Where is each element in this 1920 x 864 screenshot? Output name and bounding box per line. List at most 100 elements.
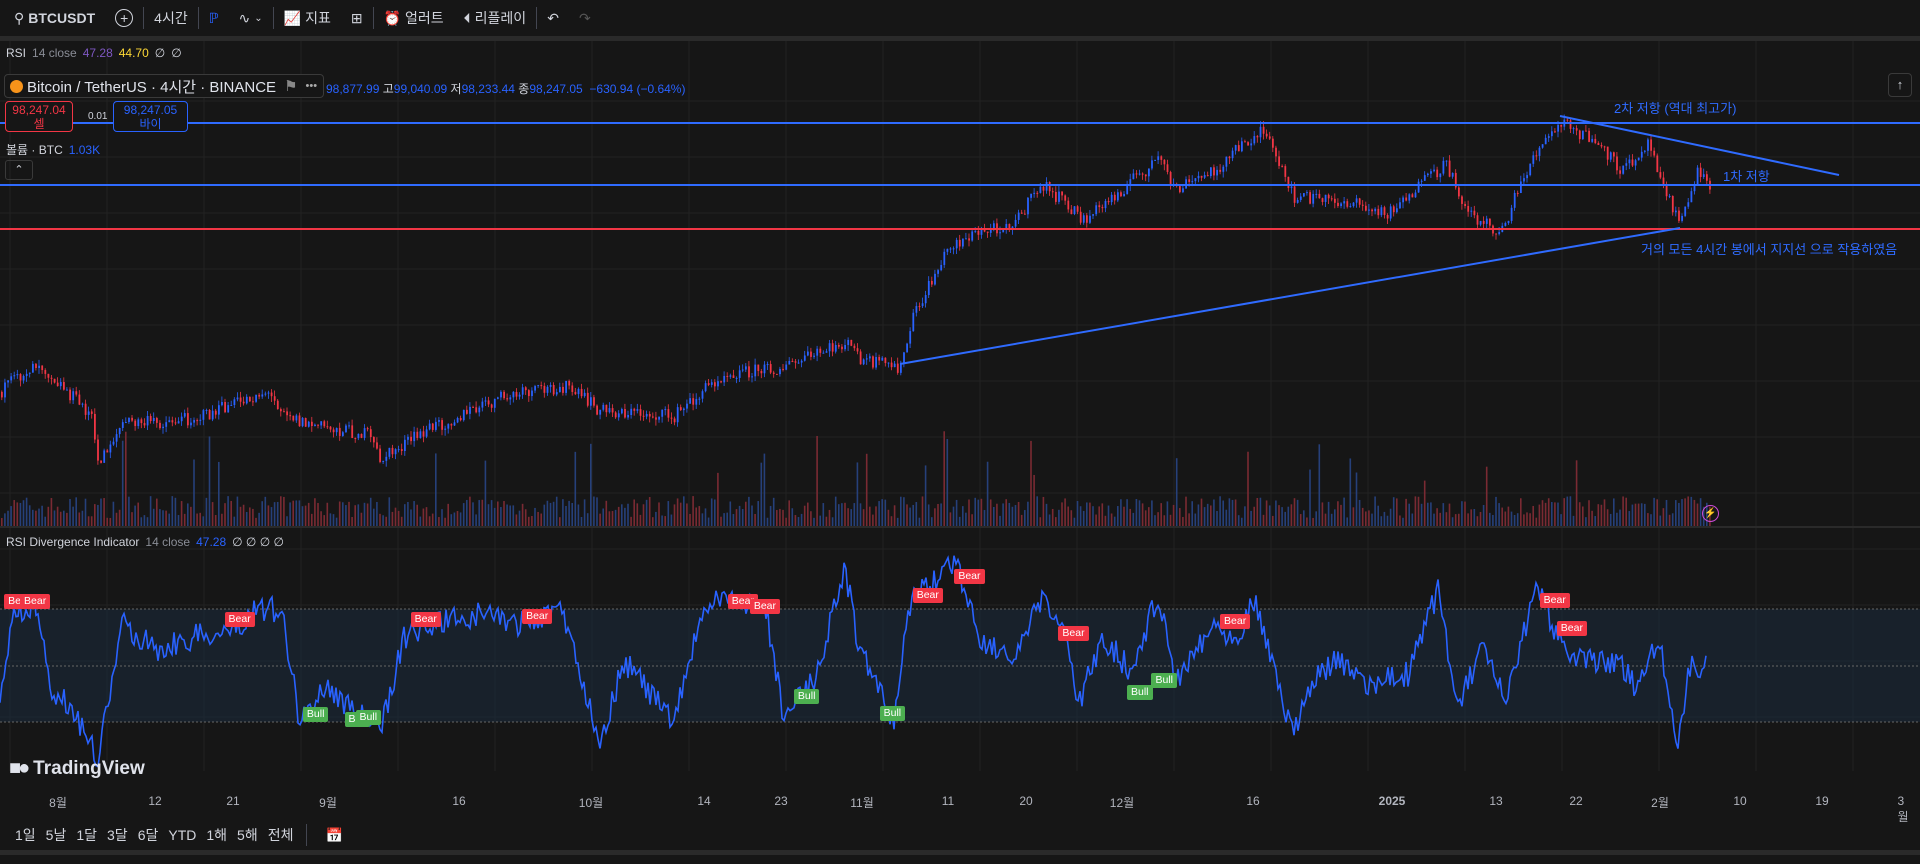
- volume-bar: [865, 453, 868, 526]
- more-icon[interactable]: •••: [305, 80, 318, 92]
- candle-body: [1228, 156, 1231, 159]
- candle-body: [289, 415, 292, 417]
- candle-body: [1392, 206, 1395, 213]
- interval-button[interactable]: 4시간: [154, 10, 188, 26]
- volume-bar: [689, 513, 691, 526]
- buy-button[interactable]: 98,247.05 바이: [113, 101, 188, 132]
- candle-body: [1318, 193, 1321, 199]
- candle-body: [90, 411, 93, 414]
- volume-bar: [1306, 517, 1308, 526]
- candle-body: [1706, 174, 1708, 181]
- indicators-button[interactable]: 📈 지표: [283, 9, 331, 27]
- range-1y[interactable]: 1해: [206, 827, 228, 843]
- candle-body: [1303, 193, 1305, 197]
- volume-bar: [1420, 503, 1423, 526]
- volume-bar: [1504, 511, 1507, 526]
- candle-body: [1417, 181, 1420, 193]
- volume-bar: [1368, 510, 1370, 526]
- volume-bar: [670, 514, 673, 526]
- sell-button[interactable]: 98,247.04 셀: [5, 101, 73, 132]
- candle-body: [1163, 159, 1166, 165]
- range-5d[interactable]: 5날: [45, 827, 67, 843]
- volume-bar: [1268, 505, 1271, 526]
- volume-bar: [1318, 444, 1321, 526]
- range-all[interactable]: 전체: [267, 827, 294, 843]
- undo-icon: ↶: [547, 9, 559, 26]
- candle-body: [1287, 176, 1290, 189]
- volume-bar: [1234, 499, 1237, 526]
- candle-body: [865, 358, 868, 360]
- volume-bar: [1544, 502, 1547, 526]
- volume-bar: [1647, 513, 1649, 526]
- volume-bar: [1113, 516, 1116, 526]
- candle-body: [707, 383, 710, 385]
- candle-body: [1613, 152, 1615, 157]
- range-5y[interactable]: 5해: [237, 827, 258, 843]
- volume-bar: [565, 505, 567, 526]
- candle-body: [986, 231, 989, 233]
- volume-bar: [1343, 497, 1345, 526]
- redo-button[interactable]: ↷: [569, 0, 601, 36]
- volume-bar: [617, 506, 620, 526]
- time-axis-label: 9월: [319, 796, 337, 810]
- goto-date-button[interactable]: 📅: [315, 827, 352, 844]
- scroll-top-button[interactable]: ↑: [1888, 73, 1912, 97]
- candle-body: [943, 251, 946, 265]
- volume-bar: [1138, 500, 1141, 526]
- alert-button[interactable]: ⏰ 얼러트: [383, 9, 444, 27]
- volume-bar: [986, 461, 989, 526]
- candle-body: [1538, 147, 1541, 156]
- collapse-button[interactable]: ⌃: [5, 160, 33, 180]
- candle-body: [673, 418, 676, 423]
- candle-body: [388, 447, 391, 457]
- candle-body: [1337, 202, 1339, 207]
- symbol-search-button[interactable]: ⚲ BTCUSDT: [14, 9, 96, 27]
- volume-bar: [528, 516, 530, 526]
- candle-body: [562, 386, 564, 393]
- candle-body: [989, 229, 992, 233]
- replay-button[interactable]: ⏴ 리플레이: [463, 9, 527, 27]
- symbol-legend[interactable]: Bitcoin / TetherUS · 4시간 · BINANCE ⚑ •••: [4, 74, 325, 98]
- volume-bar: [481, 499, 484, 526]
- candle-body: [676, 407, 679, 423]
- flag-icon[interactable]: ⚑: [284, 78, 298, 95]
- volume-bar: [385, 516, 387, 526]
- tradingview-logo[interactable]: ■● TradingView: [9, 757, 145, 779]
- volume-bar: [605, 500, 608, 526]
- range-6m[interactable]: 6달: [137, 827, 159, 843]
- volume-bar: [918, 517, 921, 526]
- volume-bar: [909, 507, 911, 526]
- candle-body: [624, 409, 626, 418]
- candle-body: [1076, 206, 1079, 212]
- candle-body: [1157, 156, 1160, 160]
- range-1m[interactable]: 1달: [76, 827, 98, 843]
- redo-icon: ↷: [578, 9, 591, 26]
- candle-body: [171, 420, 174, 423]
- candle-type-button[interactable]: ℙ: [199, 0, 229, 36]
- candle-body: [1110, 194, 1113, 203]
- candle-body: [156, 417, 158, 423]
- candle-body: [776, 373, 778, 375]
- range-ytd[interactable]: YTD: [168, 827, 197, 843]
- volume-bar: [1064, 498, 1066, 526]
- range-3m[interactable]: 3달: [107, 827, 128, 843]
- candle-body: [1671, 195, 1674, 213]
- candle-body: [903, 352, 905, 363]
- volume-bar: [171, 496, 174, 526]
- line-tool-button[interactable]: ∿ ⌄: [229, 0, 273, 36]
- candle-body: [921, 303, 924, 307]
- chart-canvas[interactable]: [0, 41, 1920, 771]
- lightning-icon[interactable]: ⚡: [1702, 505, 1719, 522]
- volume-bar: [1355, 472, 1358, 526]
- volume-bar: [735, 509, 738, 526]
- layouts-button[interactable]: ⊞: [341, 0, 373, 36]
- volume-bar: [1144, 510, 1147, 526]
- candle-body: [1166, 164, 1169, 172]
- volume-bar: [847, 508, 849, 526]
- range-1d[interactable]: 1일: [15, 827, 36, 843]
- candle-body: [1349, 206, 1352, 208]
- candle-body: [605, 404, 608, 413]
- compare-button[interactable]: +: [105, 0, 143, 36]
- undo-button[interactable]: ↶: [537, 0, 569, 36]
- candle-body: [345, 425, 347, 433]
